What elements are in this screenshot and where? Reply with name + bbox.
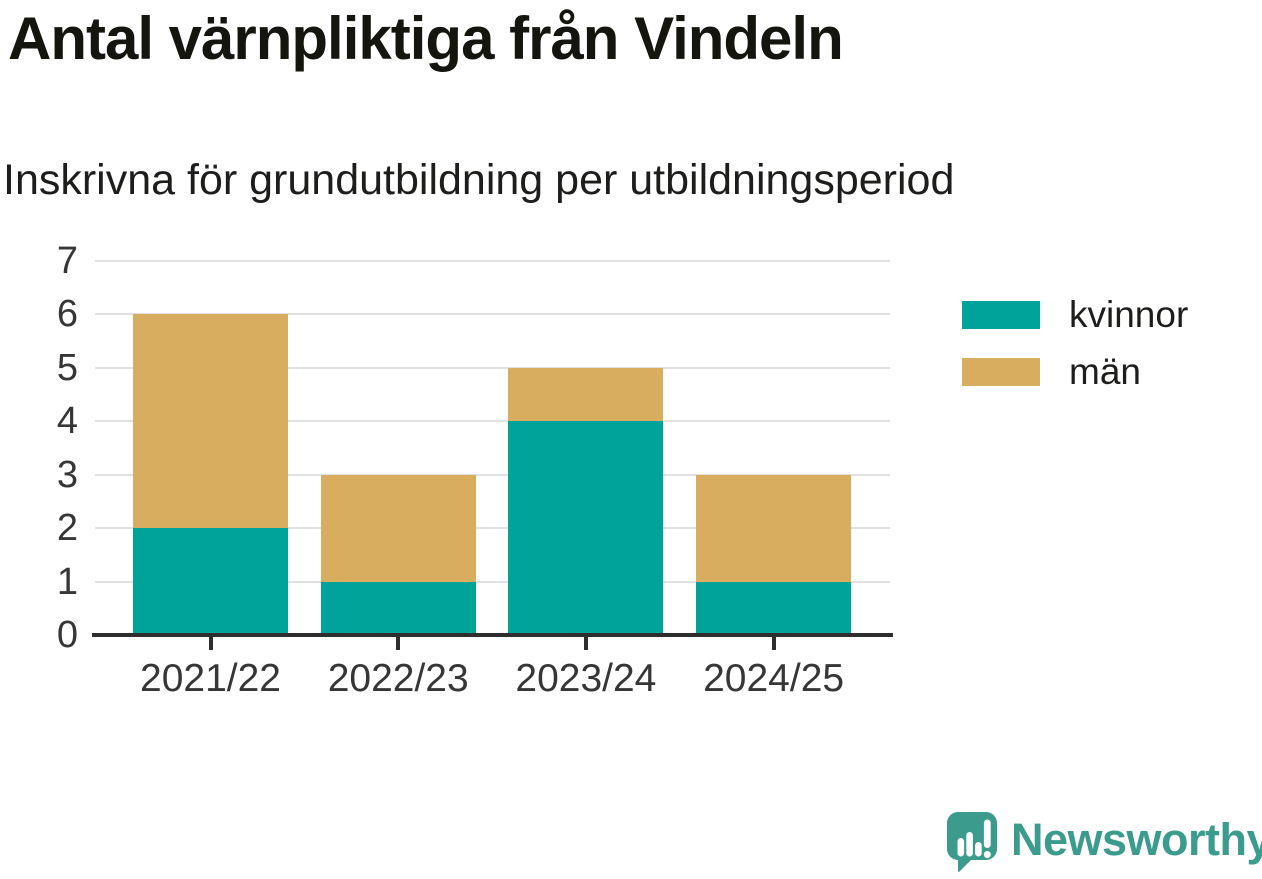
x-axis-line <box>92 633 893 637</box>
legend: kvinnor män <box>962 294 1188 392</box>
bar-segment-kvinnor <box>320 581 476 635</box>
bar-segment-kvinnor <box>696 581 852 635</box>
newsworthy-wordmark: Newsworthy <box>1011 814 1262 865</box>
plot-area: 0 1 2 3 4 5 6 7 2021/22 2022/23 2023/24 2024/25 <box>57 242 893 700</box>
bar-2022-23 <box>320 261 476 635</box>
page-subtitle: Inskrivna för grundutbildning per utbild… <box>3 156 955 204</box>
x-axis-tick <box>208 635 213 650</box>
x-axis-label: 2021/22 <box>140 657 281 700</box>
y-axis-label: 0 <box>56 614 78 656</box>
newsworthy-icon <box>947 812 997 873</box>
bar-2023-24 <box>508 261 664 635</box>
x-axis-label: 2024/25 <box>703 657 845 700</box>
bar-2021-22 <box>133 261 288 635</box>
gridline <box>95 260 890 262</box>
gridline <box>95 473 890 476</box>
bar-segment-kvinnor <box>508 421 664 635</box>
legend-label: kvinnor <box>1069 294 1189 335</box>
y-axis-label: 4 <box>56 400 78 443</box>
bar-segment-män <box>508 367 664 422</box>
legend-item-m-n: män <box>962 351 1188 392</box>
legend-swatch <box>962 301 1040 329</box>
bar-segment-kvinnor <box>133 528 288 635</box>
x-axis-tick <box>396 635 401 650</box>
y-axis-label: 7 <box>56 240 78 282</box>
bar-2024-25 <box>696 261 852 635</box>
page-title: Antal värnpliktiga från Vindeln <box>8 5 844 72</box>
y-axis-label: 6 <box>56 293 78 336</box>
x-axis-tick <box>583 635 588 650</box>
y-axis-label: 5 <box>56 346 78 389</box>
legend-swatch <box>962 358 1040 386</box>
x-axis-label: 2022/23 <box>327 657 469 700</box>
bar-segment-män <box>696 474 852 582</box>
gridline <box>95 366 890 369</box>
y-axis-label: 2 <box>56 507 78 550</box>
bar-segment-män <box>133 314 288 529</box>
gridline <box>95 420 890 423</box>
gridline <box>95 313 890 316</box>
y-axis-label: 3 <box>56 453 78 496</box>
newsworthy-logo[interactable]: Newsworthy <box>946 811 1262 873</box>
legend-item-kvinnor: kvinnor <box>962 294 1188 335</box>
gridline <box>95 527 890 530</box>
legend-label: män <box>1069 351 1141 392</box>
x-axis-label: 2023/24 <box>515 657 657 700</box>
y-axis-label: 1 <box>56 560 78 603</box>
gridline <box>95 580 890 583</box>
bar-segment-män <box>320 474 476 582</box>
x-axis-tick <box>771 635 776 650</box>
